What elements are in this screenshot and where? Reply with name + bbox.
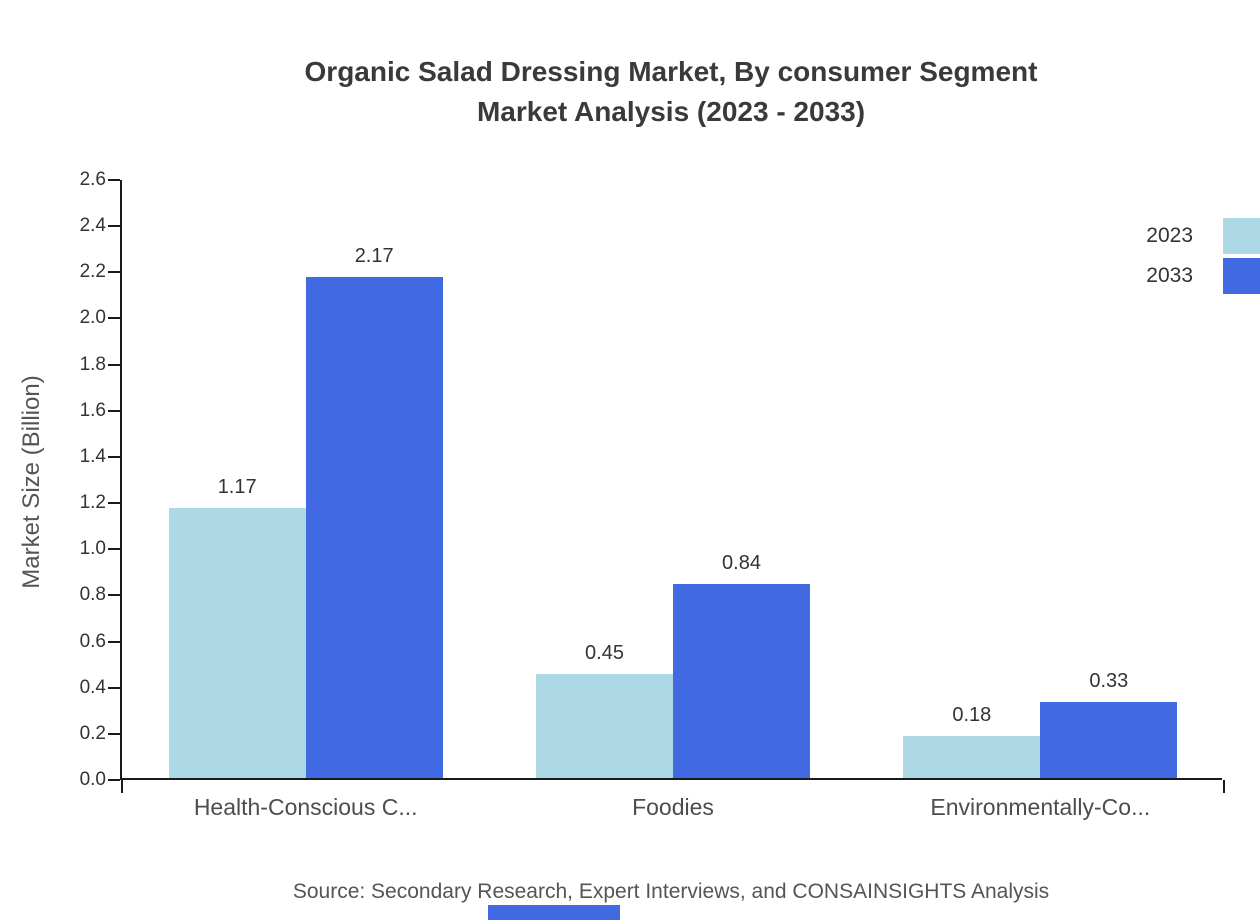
y-tick-label: 0.2 — [79, 722, 106, 744]
bar-2023-3 — [903, 736, 1041, 778]
bar-2033-1 — [305, 277, 443, 778]
y-tick-mark — [108, 179, 120, 181]
y-tick-label: 1.0 — [79, 538, 106, 560]
bar-value-label: 0.33 — [1089, 669, 1129, 692]
legend-item-2023: 2023 — [1146, 218, 1260, 254]
y-tick-mark — [108, 640, 120, 643]
footer-accent-bar — [488, 905, 620, 920]
bar-value-label: 2.17 — [354, 245, 394, 268]
legend-swatch-2023 — [1223, 218, 1260, 254]
y-tick-label: 1.8 — [79, 353, 106, 375]
y-tick-label: 1.6 — [79, 399, 106, 421]
y-tick-mark — [108, 271, 120, 274]
y-tick-mark — [108, 686, 120, 689]
bar-2023-1 — [168, 508, 306, 778]
x-tick-mark — [1223, 780, 1225, 793]
category-label: Foodies — [632, 794, 714, 820]
y-tick-mark — [108, 548, 120, 551]
x-tick-mark — [121, 780, 123, 793]
y-tick-mark — [108, 455, 120, 458]
source-note: Source: Secondary Research, Expert Inter… — [292, 880, 1050, 903]
legend-item-2033: 2033 — [1146, 258, 1260, 294]
y-tick-label: 2.0 — [79, 307, 106, 329]
legend: 2023 2033 — [1146, 218, 1260, 298]
y-tick-label: 0.6 — [79, 630, 106, 652]
bar-2033-2 — [673, 584, 810, 778]
bar-2033-3 — [1040, 701, 1178, 778]
y-tick-label: 0.8 — [79, 584, 106, 606]
chart-title-line2: Market Analysis (2023 - 2033) — [476, 96, 866, 127]
y-tick-label: 0.4 — [79, 676, 106, 698]
chart-title: Organic Salad Dressing Market, By consum… — [120, 52, 1222, 132]
bar-value-label: 0.18 — [952, 704, 992, 727]
y-tick-mark — [108, 317, 120, 320]
y-tick-mark — [108, 363, 120, 366]
category-label: Environmentally-Co... — [930, 794, 1151, 820]
legend-swatch-2033 — [1223, 258, 1260, 294]
legend-label-2023: 2023 — [1146, 224, 1193, 247]
y-tick-mark — [108, 732, 120, 735]
y-tick-mark — [108, 409, 120, 412]
bar-2023-2 — [536, 674, 673, 778]
y-tick-label: 0.0 — [79, 769, 106, 790]
y-tick-label: 1.4 — [79, 445, 106, 467]
y-tick-label: 2.6 — [79, 169, 106, 190]
y-tick-label: 2.4 — [79, 215, 106, 237]
y-tick-mark — [108, 779, 120, 781]
plot-area: 0.0 0.2 0.4 0.6 0.8 1.0 1.2 1.4 1.6 1.8 2.0 2.2 2.4 2… — [80, 169, 1225, 820]
legend-label-2033: 2033 — [1146, 264, 1193, 287]
y-tick-mark — [108, 225, 120, 228]
y-tick-mark — [108, 502, 120, 505]
y-tick-mark — [108, 594, 120, 597]
y-tick-label: 1.2 — [79, 492, 106, 514]
bar-value-label: 0.84 — [722, 552, 761, 575]
chart-title-line1: Organic Salad Dressing Market, By consum… — [304, 56, 1038, 87]
category-label: Health-Conscious C... — [193, 794, 418, 820]
bar-value-label: 1.17 — [217, 476, 257, 498]
y-axis-title: Market Size (Billion) — [18, 375, 45, 589]
bar-value-label: 0.45 — [585, 642, 624, 665]
y-tick-label: 2.2 — [79, 261, 106, 283]
